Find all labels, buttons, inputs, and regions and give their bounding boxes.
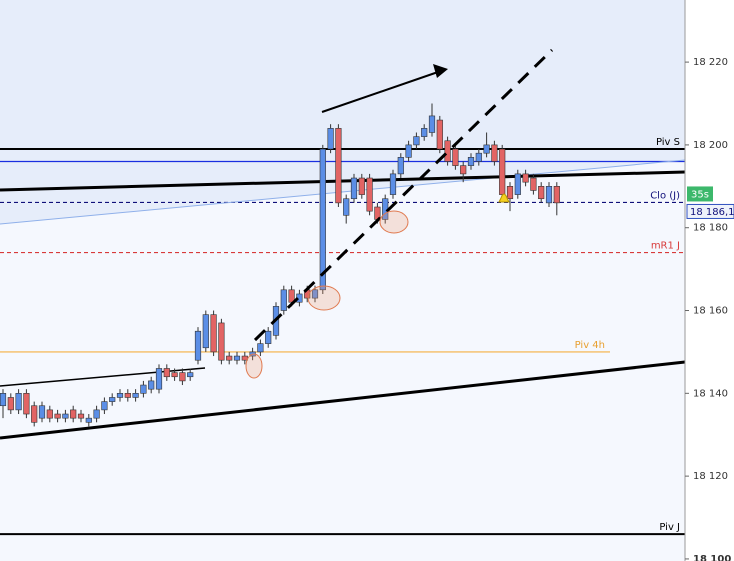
candle-body xyxy=(179,372,186,382)
candle-body xyxy=(0,393,7,407)
y-tick-label: 18 220 xyxy=(693,57,728,68)
candle-body xyxy=(70,409,77,419)
candle-body xyxy=(124,393,131,398)
candle-body xyxy=(171,372,178,378)
candle-body xyxy=(553,186,560,204)
candle-body xyxy=(491,144,498,162)
candle-body xyxy=(46,409,53,419)
candle-body xyxy=(15,393,22,411)
level-label: Clo (J) xyxy=(650,190,680,201)
y-tick-label: 18 160 xyxy=(693,306,728,317)
candle-body xyxy=(210,314,217,353)
candle-body xyxy=(467,157,475,166)
candle-body xyxy=(444,140,451,162)
candle-body xyxy=(405,144,412,158)
candle-body xyxy=(452,148,459,166)
alert-bell xyxy=(498,193,510,203)
candle-body xyxy=(85,417,92,423)
candle-body xyxy=(460,165,467,175)
candle-body xyxy=(545,186,553,204)
price-label: 18 186,1 xyxy=(690,207,734,218)
candle-body xyxy=(257,343,264,353)
candle-body xyxy=(31,405,38,423)
trend-line xyxy=(0,360,686,440)
arrow-line xyxy=(321,71,439,113)
y-axis: 18 100 18 120 18 140 18 160 18 180 18 200 18 2… xyxy=(685,57,734,561)
level-label: Piv S xyxy=(656,137,680,148)
candle-body xyxy=(140,384,147,394)
candle-body xyxy=(101,401,108,411)
candle-body xyxy=(38,405,46,419)
candle-body xyxy=(54,413,61,419)
dashed-trend-line xyxy=(253,48,554,342)
candle-body xyxy=(311,289,319,299)
candle-body xyxy=(116,393,124,398)
candle-body xyxy=(319,148,326,291)
trend-line xyxy=(0,159,686,225)
candle-body xyxy=(413,136,420,146)
candle-body xyxy=(132,393,139,398)
candle-body xyxy=(280,289,287,311)
candles xyxy=(0,103,560,427)
candle-body xyxy=(155,368,163,390)
shaded-zone xyxy=(0,0,685,224)
candle-body xyxy=(522,173,529,183)
candle-body xyxy=(389,173,397,195)
candle-body xyxy=(358,177,365,195)
timer-box xyxy=(687,186,713,202)
candle-body xyxy=(226,355,233,361)
candle-body xyxy=(483,144,490,154)
y-tick-label: 18 140 xyxy=(693,388,728,399)
candle-body xyxy=(265,330,272,344)
candle-body xyxy=(202,314,209,349)
candle-body xyxy=(343,198,350,216)
y-tick-label: 18 100 xyxy=(693,554,731,561)
highlight xyxy=(245,353,263,379)
highlight xyxy=(379,210,409,234)
candle-body xyxy=(530,177,537,191)
y-tick-label: 18 120 xyxy=(693,471,728,482)
candle-body xyxy=(148,380,155,390)
candle-body xyxy=(218,322,225,361)
level-label: mR1 J xyxy=(651,241,680,252)
candle-body xyxy=(7,397,14,411)
candle-body xyxy=(233,355,241,361)
candle-body xyxy=(77,413,85,419)
candle-body xyxy=(421,128,428,137)
candle-body xyxy=(538,186,545,200)
arrow-head xyxy=(433,64,448,78)
candle-body xyxy=(506,186,514,200)
candle-body xyxy=(163,368,170,378)
candle-body xyxy=(62,413,69,419)
level-label: Piv J xyxy=(659,522,680,533)
axis-panel xyxy=(685,0,734,561)
candle-body xyxy=(194,330,202,361)
candle-body xyxy=(366,177,373,212)
candle-body xyxy=(187,372,194,378)
candle-body xyxy=(397,157,404,175)
y-tick-label: 18 200 xyxy=(693,140,728,151)
candle-body xyxy=(23,393,30,415)
candle-body xyxy=(350,177,358,200)
price-box xyxy=(686,203,734,219)
level-label: Piv 4h xyxy=(575,340,605,351)
candle-body xyxy=(335,128,342,204)
candle-body xyxy=(428,115,436,133)
candle-body xyxy=(93,409,100,419)
candle-body xyxy=(436,119,443,150)
highlight xyxy=(307,285,341,311)
trend-line xyxy=(0,367,206,387)
levels: Piv S Clo (J) mR1 J Piv 4h Piv J xyxy=(0,137,685,536)
candle-body xyxy=(327,128,334,150)
y-tick-label: 18 180 xyxy=(693,223,728,234)
timer-label: 35s xyxy=(691,189,709,200)
trend-line xyxy=(0,170,686,192)
candle-body xyxy=(514,173,521,195)
candle-body xyxy=(499,148,506,195)
candle-body xyxy=(109,397,116,402)
candle-body xyxy=(475,152,482,162)
